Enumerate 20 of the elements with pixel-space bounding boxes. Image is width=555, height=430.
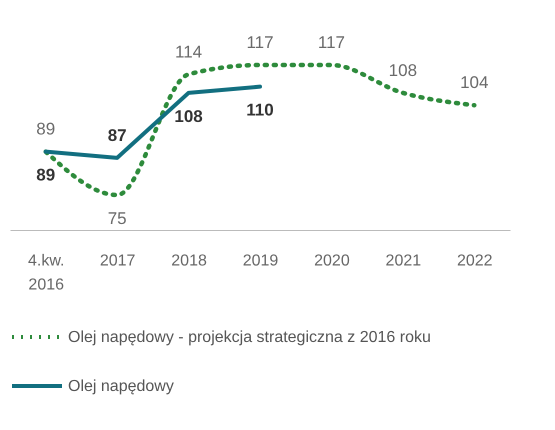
data-label: 89 [36, 120, 56, 139]
data-label: 89 [36, 166, 56, 185]
x-tick-label: 2017 [100, 252, 136, 270]
data-label: 114 [175, 42, 202, 62]
x-tick-label: 4.kw. 2016 [28, 252, 64, 294]
data-label: 117 [318, 33, 345, 52]
data-label: 110 [246, 100, 274, 120]
legend-label: Olej napędowy - projekcja strategiczna z 2016 roku [68, 329, 431, 346]
data-label: 117 [246, 33, 274, 52]
x-tick-label: 2019 [242, 252, 278, 270]
x-tick-label: 2020 [314, 252, 350, 270]
data-label: 75 [108, 209, 127, 228]
data-label: 108 [174, 106, 203, 126]
legend-label: Olej napędowy [68, 378, 174, 395]
data-label: 87 [108, 126, 127, 145]
x-tick-label: 2018 [171, 252, 207, 270]
x-tick-label: 2021 [386, 252, 422, 270]
data-label: 108 [388, 60, 418, 80]
x-tick-label: 2022 [456, 252, 493, 270]
data-label: 104 [460, 73, 488, 92]
